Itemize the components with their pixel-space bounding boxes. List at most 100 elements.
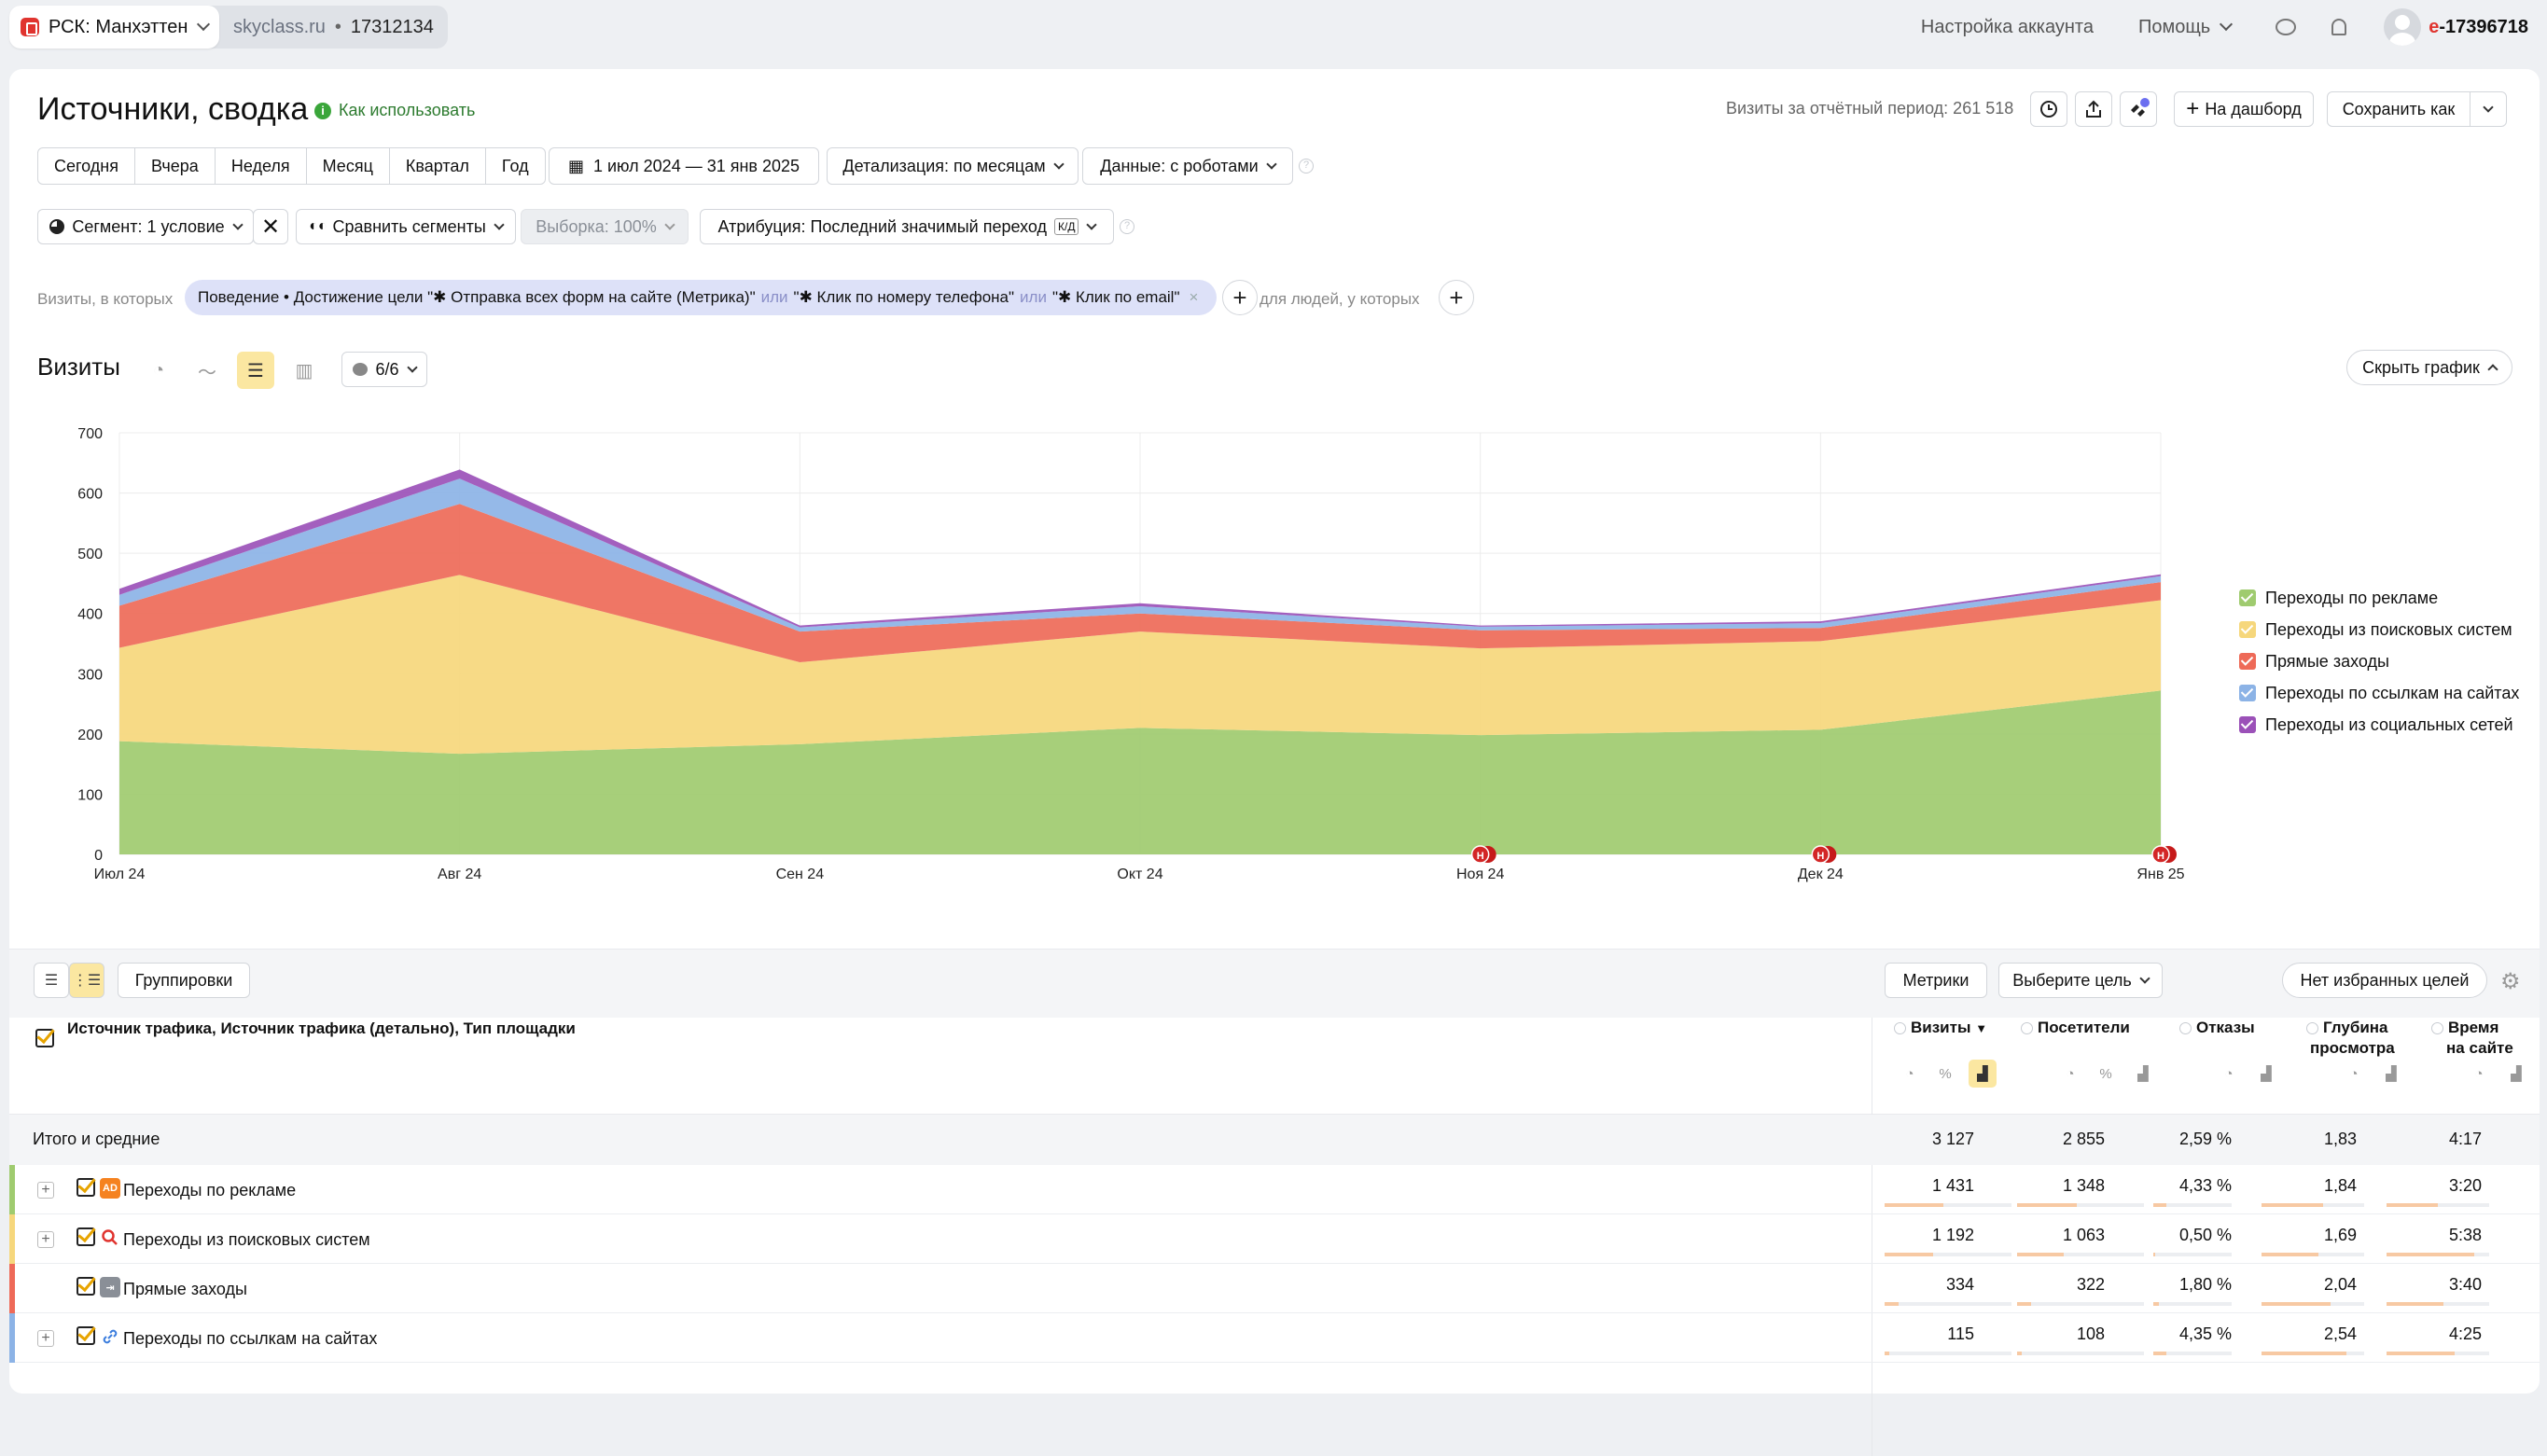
favorite-goals-button[interactable]: Нет избранных целей [2282,963,2487,998]
pie-chart-icon[interactable]: ◔ [2056,1060,2084,1088]
metrics-button[interactable]: Метрики [1885,963,1987,998]
bar-chart-icon[interactable]: ▟ [2252,1060,2280,1088]
metric-header-label-2: на сайте [2446,1039,2513,1057]
select-all-checkbox[interactable] [35,1029,54,1047]
legend-checkbox[interactable] [2239,685,2256,701]
help-icon [2306,1022,2318,1034]
row-checkbox[interactable] [77,1277,95,1296]
row-bar-fill [2153,1253,2155,1256]
annotation-label: Н [2157,851,2164,862]
help-label: Помощь [2138,17,2210,38]
legend-label: Переходы по рекламе [2265,589,2438,608]
counter-switcher[interactable]: РСК: Манхэттен skyclass.ru • 17312134 [9,6,448,49]
metric-header-label: Визиты [1911,1019,1970,1036]
chat-icon[interactable] [2276,19,2296,35]
expand-icon[interactable]: + [37,1182,54,1199]
row-value: 4,33 % [2179,1176,2232,1196]
row-bar-fill [2387,1352,2455,1355]
metric-header-visitors[interactable]: Посетители [2021,1018,2130,1038]
legend-label: Переходы из социальных сетей [2265,715,2513,735]
row-value: 115 [1947,1324,1974,1344]
legend-checkbox[interactable] [2239,589,2256,606]
row-checkbox[interactable] [77,1178,95,1197]
legend-item[interactable]: Переходы из социальных сетей [2239,709,2519,741]
counter-site-info: skyclass.ru • 17312134 [233,6,434,49]
row-value: 1 063 [2063,1226,2105,1245]
metric-header-visits[interactable]: Визиты ▼ [1894,1018,1987,1039]
counter-selector[interactable]: РСК: Манхэттен [9,6,219,49]
dimension-title[interactable]: Источник трафика, Источник трафика (дета… [67,1019,576,1038]
pie-chart-icon[interactable]: ◔ [2340,1060,2368,1088]
legend-label: Переходы по ссылкам на сайтах [2265,684,2519,703]
percent-icon[interactable]: % [2092,1060,2120,1088]
bar-chart-icon[interactable]: ▟ [2377,1060,2405,1088]
row-value: 3:40 [2449,1275,2482,1295]
expand-icon[interactable]: + [37,1231,54,1248]
row-checkbox[interactable] [77,1326,95,1345]
expand-icon[interactable]: + [37,1330,54,1347]
metric-header-bounces[interactable]: Отказы [2179,1018,2255,1038]
row-value: 334 [1946,1275,1974,1295]
goal-dropdown[interactable]: Выберите цель [1998,963,2163,998]
bar-chart-icon[interactable]: ▟ [2502,1060,2530,1088]
goal-label: Выберите цель [2012,971,2132,991]
row-label[interactable]: Переходы по рекламе [123,1181,296,1200]
gear-icon[interactable]: ⚙ [2500,968,2521,995]
tree-list-icon[interactable]: ⋮☰ [69,963,104,998]
avatar[interactable] [2384,8,2421,46]
legend-checkbox[interactable] [2239,653,2256,670]
user-login-first-letter: е [2429,17,2439,37]
bell-icon[interactable] [2331,19,2346,35]
bar-chart-icon[interactable]: ▟ [2129,1060,2157,1088]
pie-chart-icon[interactable]: ◔ [2215,1060,2243,1088]
row-value: 1,69 [2324,1226,2357,1245]
x-tick-label: Июл 24 [94,867,146,882]
counter-logo-icon [21,18,39,36]
legend-label: Прямые заходы [2265,652,2389,672]
percent-icon[interactable]: % [1931,1060,1959,1088]
legend-item[interactable]: Переходы по ссылкам на сайтах [2239,677,2519,709]
row-label[interactable]: Переходы из поисковых систем [123,1230,370,1250]
row-bar-fill [2262,1203,2323,1207]
row-bar-fill [1885,1253,1933,1256]
legend-item[interactable]: Переходы по рекламе [2239,582,2519,614]
x-tick-label: Сен 24 [776,867,825,882]
pie-chart-icon[interactable]: ◔ [1896,1060,1924,1088]
row-color-marker [9,1264,15,1313]
y-tick-label: 200 [77,728,103,743]
account-settings-link[interactable]: Настройка аккаунта [1921,17,2094,38]
y-tick-label: 300 [77,667,103,683]
legend-checkbox[interactable] [2239,621,2256,638]
row-label[interactable]: Прямые заходы [123,1280,247,1299]
help-menu[interactable]: Помощь [2138,17,2231,38]
flat-list-icon[interactable]: ☰ [34,963,69,998]
row-bar-track [2017,1302,2144,1306]
legend-item[interactable]: Прямые заходы [2239,645,2519,677]
row-value: 5:38 [2449,1226,2482,1245]
user-login[interactable]: е-17396718 [2429,17,2528,38]
row-checkbox[interactable] [77,1227,95,1246]
legend-checkbox[interactable] [2239,716,2256,733]
totals-time: 4:17 [2449,1130,2482,1149]
legend-item[interactable]: Переходы из поисковых систем [2239,614,2519,645]
pie-chart-icon[interactable]: ◔ [2465,1060,2493,1088]
legend-label: Переходы из поисковых систем [2265,620,2512,640]
row-bar-fill [2017,1302,2031,1306]
x-tick-label: Авг 24 [438,867,481,882]
row-value: 2,54 [2324,1324,2357,1344]
groupings-button[interactable]: Группировки [118,963,250,998]
y-tick-label: 100 [77,787,103,803]
row-value: 1 348 [2063,1176,2105,1196]
row-label[interactable]: Переходы по ссылкам на сайтах [123,1329,377,1349]
totals-bounces: 2,59 % [2179,1130,2232,1149]
row-color-marker [9,1214,15,1264]
row-bar-fill [2017,1352,2022,1355]
bar-chart-icon[interactable]: ▟ [1969,1060,1997,1088]
row-bar-fill [2387,1302,2443,1306]
